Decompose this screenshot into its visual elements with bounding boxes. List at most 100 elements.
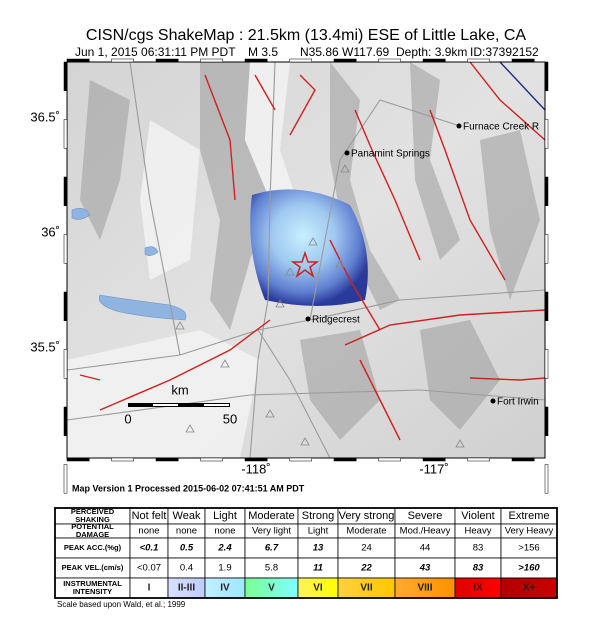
table-cell-text: Strong	[302, 510, 334, 522]
frame-bar	[378, 457, 401, 462]
table-cell-text: Violent	[461, 510, 494, 522]
frame-bar	[544, 234, 549, 264]
frame-bar	[66, 58, 90, 63]
frame-bar	[333, 58, 357, 63]
scale-bar	[128, 403, 230, 407]
table-cell-text: 2.4	[217, 543, 232, 554]
lon-label: -117˚	[419, 461, 448, 476]
table-cell-text: Moderate	[346, 526, 386, 537]
frame-bar	[289, 58, 312, 63]
frame-bar	[422, 58, 446, 63]
row-label: INSTRUMENTAL	[63, 579, 122, 588]
table-cell-text: 13	[313, 543, 324, 554]
stations	[175, 164, 465, 448]
table-cell-text: 0.5	[180, 543, 194, 554]
frame-bar	[111, 58, 134, 63]
lat-label: 36.5˚	[30, 109, 60, 124]
table-cell-text: >160	[518, 563, 540, 574]
frame-bar	[66, 457, 90, 462]
table-cell-text: Extreme	[509, 510, 550, 522]
table-cell-text: 11	[313, 563, 323, 574]
table-cell-text: Light	[308, 526, 329, 537]
table-cell-text: Moderate	[248, 510, 294, 522]
row-label: PEAK ACC.(%g)	[64, 543, 122, 552]
frame-bar	[333, 457, 357, 462]
scale-unit: km	[171, 382, 188, 397]
table-cell-text: <0.1	[140, 543, 159, 554]
table-cell-text: none	[214, 526, 235, 537]
frame-bar	[378, 58, 401, 63]
table-cell-text: 44	[420, 543, 431, 554]
lat-label: 36˚	[41, 224, 60, 239]
frame-bar	[544, 406, 549, 436]
table-cell-text: 22	[360, 563, 372, 574]
table-cell-text: II-III	[178, 583, 195, 594]
frame-bar	[544, 61, 549, 91]
frame-bar	[63, 176, 68, 206]
scale-start: 0	[124, 411, 131, 426]
table-cell-text: 5.8	[265, 563, 278, 574]
frame-ticks	[63, 58, 549, 494]
frame-bar	[63, 464, 68, 494]
table-cell-text: IX	[473, 583, 483, 594]
row-label: INTENSITY	[73, 587, 112, 596]
row-label: DAMAGE	[76, 530, 109, 539]
frame-bar	[155, 58, 179, 63]
frame-bar	[244, 457, 268, 462]
epicenter	[290, 250, 320, 279]
table-cell-text: VIII	[417, 583, 432, 594]
roads	[67, 62, 545, 458]
depth: Depth: 3.9km	[396, 45, 467, 59]
frame-bar	[467, 457, 490, 462]
frame-bar	[544, 119, 549, 149]
frame-bar	[63, 61, 68, 91]
table-cell-text: 6.7	[265, 543, 279, 554]
intensity-area	[250, 189, 368, 306]
table-cell-text: X+	[523, 583, 536, 594]
table-cell-text: 43	[419, 563, 431, 574]
table-cell-text: none	[138, 526, 159, 537]
magnitude: M 3.5	[248, 45, 278, 59]
frame-bar	[200, 58, 223, 63]
frame-bar	[155, 457, 179, 462]
table-cell-text: Very strong	[339, 510, 395, 522]
event-id: ID:37392152	[470, 45, 539, 59]
table-cell-text: <0.07	[137, 563, 161, 574]
table-cell-text: Very light	[252, 526, 291, 537]
faults	[79, 62, 545, 441]
table-cell-text: >156	[518, 543, 539, 554]
table-cell-text: none	[176, 526, 197, 537]
frame-bar	[422, 457, 446, 462]
frame-bar	[544, 291, 549, 321]
table-cell-text: Not felt	[132, 510, 167, 522]
hillshade	[67, 62, 540, 458]
table-cell-text: I	[148, 583, 151, 594]
table-cell-text: Very Heavy	[505, 526, 554, 537]
frame-bar	[63, 349, 68, 379]
row-label: SHAKING	[75, 515, 110, 524]
frame-bar	[289, 457, 312, 462]
table-cell-text: IV	[220, 583, 230, 594]
frame-bar	[63, 406, 68, 436]
frame-bar	[511, 58, 535, 63]
title: CISN/cgs ShakeMap : 21.5km (13.4mi) ESE …	[86, 27, 527, 44]
table-cell-text: 1.9	[218, 563, 231, 574]
frame-bar	[467, 58, 490, 63]
row-label: POTENTIAL	[71, 522, 114, 531]
frame-bar	[544, 176, 549, 206]
place-label: Furnace Creek R	[463, 122, 539, 133]
table-cell-text: Heavy	[465, 526, 492, 537]
note: Scale based upon Wald, et al.; 1999	[57, 600, 186, 609]
table-cell-text: Light	[213, 510, 237, 522]
lakes	[71, 208, 187, 321]
frame-bar	[200, 457, 223, 462]
table-cell-text: 24	[361, 543, 372, 554]
location: N35.86 W117.69	[300, 45, 389, 59]
table-cell-text: Mod./Heavy	[400, 526, 451, 537]
frame-bar	[544, 464, 549, 494]
table-cell-text: VI	[313, 583, 323, 594]
lon-label: -118˚	[241, 461, 270, 476]
table-cell-text: Weak	[173, 510, 201, 522]
lat-label: 35.5˚	[30, 339, 60, 354]
